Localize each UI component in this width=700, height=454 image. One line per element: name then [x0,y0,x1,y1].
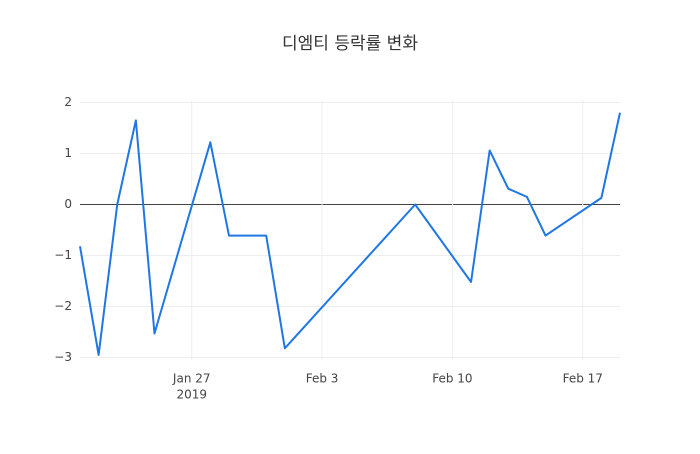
y-tick-label: −3 [54,350,72,364]
x-tick-label: Jan 27 [172,372,211,386]
y-tick-label: −2 [54,299,72,313]
y-tick-label: 2 [64,95,72,109]
y-tick-label: −1 [54,248,72,262]
chart-title: 디엠티 등락률 변화 [282,34,418,54]
y-tick-label: 0 [64,197,72,211]
x-tick-label: Feb 17 [563,372,603,386]
x-tick-sublabel: 2019 [176,388,207,402]
x-tick-label: Feb 10 [432,372,472,386]
line [79,112,621,356]
x-tick-label: Feb 3 [306,372,339,386]
y-tick-label: 1 [64,146,72,160]
